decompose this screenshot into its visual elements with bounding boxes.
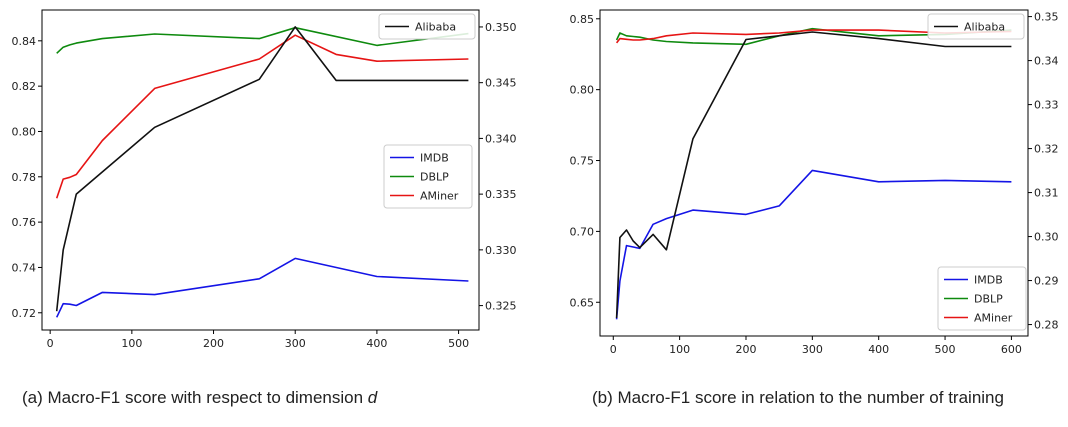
y-left-tick-label: 0.84 xyxy=(12,35,37,48)
legend-box xyxy=(937,266,1027,331)
x-tick-label: 500 xyxy=(935,343,956,356)
y-left-tick-label: 0.80 xyxy=(12,125,37,138)
series-line-dblp xyxy=(615,27,1012,46)
legend-right-axis: Alibaba xyxy=(927,13,1025,40)
chart-a: 0 100 200 300 400 500 0.72 0.74 0.76 0.78 0.80 0.82… xyxy=(12,9,517,350)
legend-label-aminer: AMiner xyxy=(974,312,1013,325)
caption-b: (b) Macro-F1 score in relation to the nu… xyxy=(592,388,1004,407)
y-left-tick-label: 0.72 xyxy=(12,307,37,320)
legend-label-imdb: IMDB xyxy=(420,152,449,165)
y-right-tick-label: 0.340 xyxy=(485,132,517,145)
y-right-tick-label: 0.29 xyxy=(1034,275,1059,288)
y-right-tick-label: 0.33 xyxy=(1034,99,1059,112)
y-left-tick-label: 0.70 xyxy=(570,225,595,238)
y-right-tick-label: 0.32 xyxy=(1034,143,1059,156)
series-line-imdb xyxy=(55,257,469,318)
plot-frame xyxy=(599,9,1029,337)
legend-box xyxy=(378,13,476,40)
y-right-tick-label: 0.34 xyxy=(1034,55,1059,68)
legend-label-alibaba: Alibaba xyxy=(415,21,456,34)
plot-frame xyxy=(41,9,480,331)
chart-b: 0 100 200 300 400 500 600 0.65 0.70 0.75 0.80 0.85 0… xyxy=(570,9,1059,356)
legend-label-dblp: DBLP xyxy=(974,293,1003,306)
x-tick-label: 0 xyxy=(610,343,617,356)
legend-label-alibaba: Alibaba xyxy=(964,21,1005,34)
caption-a-variable: d xyxy=(367,388,378,407)
series-line-alibaba xyxy=(615,31,1012,319)
y-right-tick-label: 0.350 xyxy=(485,21,517,34)
y-left-tick-label: 0.78 xyxy=(12,171,37,184)
y-left-tick-label: 0.76 xyxy=(12,216,37,229)
y-right-tick-label: 0.330 xyxy=(485,244,517,257)
y-right-tick-label: 0.28 xyxy=(1034,319,1059,332)
legend-box xyxy=(383,144,473,209)
x-tick-label: 200 xyxy=(735,343,756,356)
y-left-tick-label: 0.74 xyxy=(12,261,37,274)
x-tick-label: 300 xyxy=(285,337,306,350)
x-tick-label: 0 xyxy=(47,337,54,350)
series-line-aminer xyxy=(55,34,469,199)
legend-label-dblp: DBLP xyxy=(420,171,449,184)
y-right-tick-label: 0.335 xyxy=(485,188,517,201)
series-group xyxy=(615,27,1012,320)
y-right-tick-label: 0.30 xyxy=(1034,231,1059,244)
series-line-dblp xyxy=(56,26,469,54)
y-right-tick-label: 0.325 xyxy=(485,300,517,313)
y-right-tick-label: 0.345 xyxy=(485,77,517,90)
y-left-tick-label: 0.82 xyxy=(12,80,37,93)
x-tick-label: 500 xyxy=(448,337,469,350)
x-tick-label: 400 xyxy=(366,337,387,350)
series-line-aminer xyxy=(615,29,1012,44)
y-left-tick-label: 0.80 xyxy=(570,84,595,97)
x-tick-label: 100 xyxy=(121,337,142,350)
y-left-tick-label: 0.65 xyxy=(570,296,595,309)
legend-label-aminer: AMiner xyxy=(420,190,459,203)
x-tick-label: 300 xyxy=(802,343,823,356)
series-group xyxy=(55,26,469,318)
y-right-tick-label: 0.35 xyxy=(1034,11,1059,24)
series-line-imdb xyxy=(615,169,1012,320)
legend-left-axis: IMDB DBLP AMiner xyxy=(937,266,1027,331)
x-tick-label: 400 xyxy=(868,343,889,356)
legend-label-imdb: IMDB xyxy=(974,274,1003,287)
series-line-alibaba xyxy=(55,26,469,312)
legend-right-axis: Alibaba xyxy=(378,13,476,40)
legend-box xyxy=(927,13,1025,40)
caption-a: (a) Macro-F1 score with respect to dimen… xyxy=(22,388,378,407)
x-tick-label: 200 xyxy=(203,337,224,350)
y-left-tick-label: 0.75 xyxy=(570,155,595,168)
y-left-tick-label: 0.85 xyxy=(570,13,595,26)
x-tick-label: 100 xyxy=(669,343,690,356)
x-tick-label: 600 xyxy=(1001,343,1022,356)
legend-left-axis: IMDB DBLP AMiner xyxy=(383,144,473,209)
y-right-tick-label: 0.31 xyxy=(1034,187,1059,200)
